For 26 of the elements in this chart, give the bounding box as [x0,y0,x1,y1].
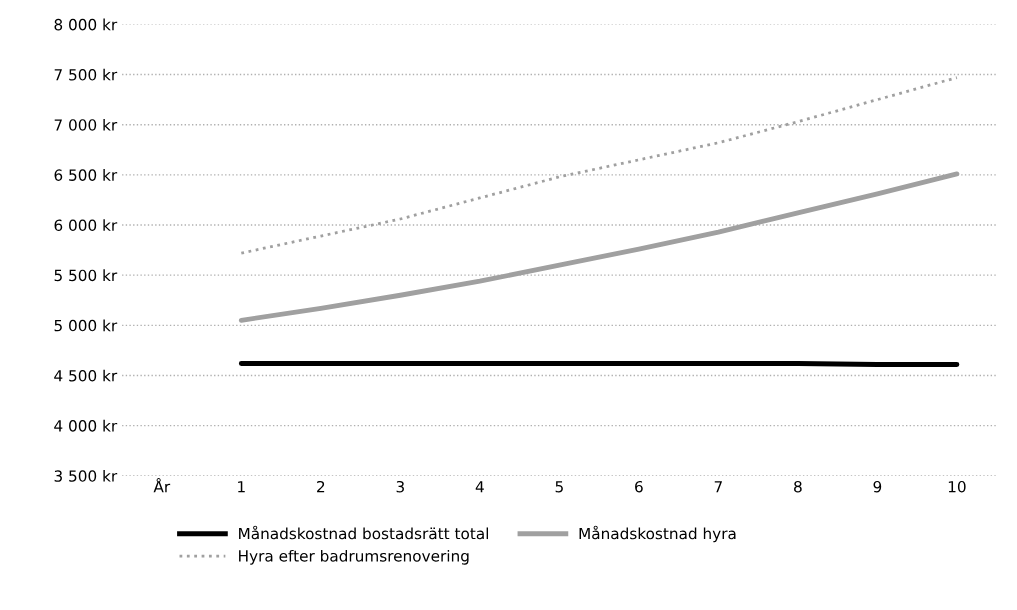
y-tick-label: 5 500 kr [54,269,118,282]
legend-label: Månadskostnad bostadsrätt total [239,525,489,540]
y-tick-label: 4 500 kr [54,369,118,382]
x-tick-label: 10 [948,480,966,493]
x-tick-label: 5 [555,481,563,493]
x-tick-label: 3 [396,480,404,493]
line-series [239,76,959,255]
line-series [238,171,960,323]
y-tick-label: 8 000 kr [54,18,118,31]
legend-label: Månadskostnad hyra [579,525,736,543]
y-tick-label: 6 500 kr [54,169,118,181]
y-tick-label: 5 000 kr [54,319,118,332]
x-tick-label: 9 [873,480,882,493]
x-tick-label: År [153,478,171,493]
y-tick-label: 3 500 kr [54,470,118,482]
x-tick-label: 2 [317,480,325,493]
y-tick-label: 7 500 kr [54,68,118,81]
x-tick-label: 7 [714,481,722,493]
x-tick-label: 4 [475,481,484,493]
x-tick-label: 6 [635,480,643,493]
x-tick-label: 1 [238,481,245,493]
y-tick-label: 4 000 kr [54,419,118,432]
x-tick-label: 8 [794,480,802,493]
y-tick-label: 7 000 kr [54,118,118,131]
y-tick-label: 6 000 kr [54,219,118,232]
legend-label: Hyra efter badrumsrenovering [239,549,469,565]
